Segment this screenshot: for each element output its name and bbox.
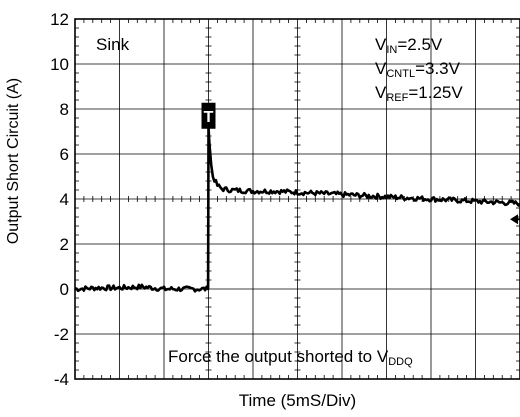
trigger-marker-label: T <box>204 109 214 126</box>
y-tick-label: 0 <box>60 280 69 299</box>
plot-frame <box>74 18 520 380</box>
force-label: Force the output shorted to VDDQ <box>168 347 413 368</box>
y-tick-label: 2 <box>60 235 69 254</box>
markers-group: T <box>201 102 520 225</box>
y-tick-label: -4 <box>54 370 69 389</box>
series-line <box>74 125 520 293</box>
y-axis-label: Output Short Circuit (A) <box>5 77 22 245</box>
y-tick-label: -2 <box>54 325 69 344</box>
y-tick-labels: -4 -2 0 2 4 6 8 10 12 <box>50 10 69 389</box>
vcntl-label: VCNTL=3.3V <box>375 59 460 80</box>
vref-label: VREF=1.25V <box>375 83 463 104</box>
y-tick-label: 6 <box>60 145 69 164</box>
x-axis-label: Time (5mS/Div) <box>238 391 357 410</box>
level-arrow-icon <box>510 214 518 225</box>
trace-group <box>74 125 520 293</box>
sink-label: Sink <box>96 35 130 54</box>
y-tick-label: 4 <box>60 190 69 209</box>
chart-grid <box>74 18 520 380</box>
y-tick-label: 12 <box>50 10 69 29</box>
y-tick-label: 10 <box>50 55 69 74</box>
y-tick-label: 8 <box>60 100 69 119</box>
vin-label: VIN=2.5V <box>375 35 443 56</box>
trigger-marker-box <box>201 102 216 129</box>
